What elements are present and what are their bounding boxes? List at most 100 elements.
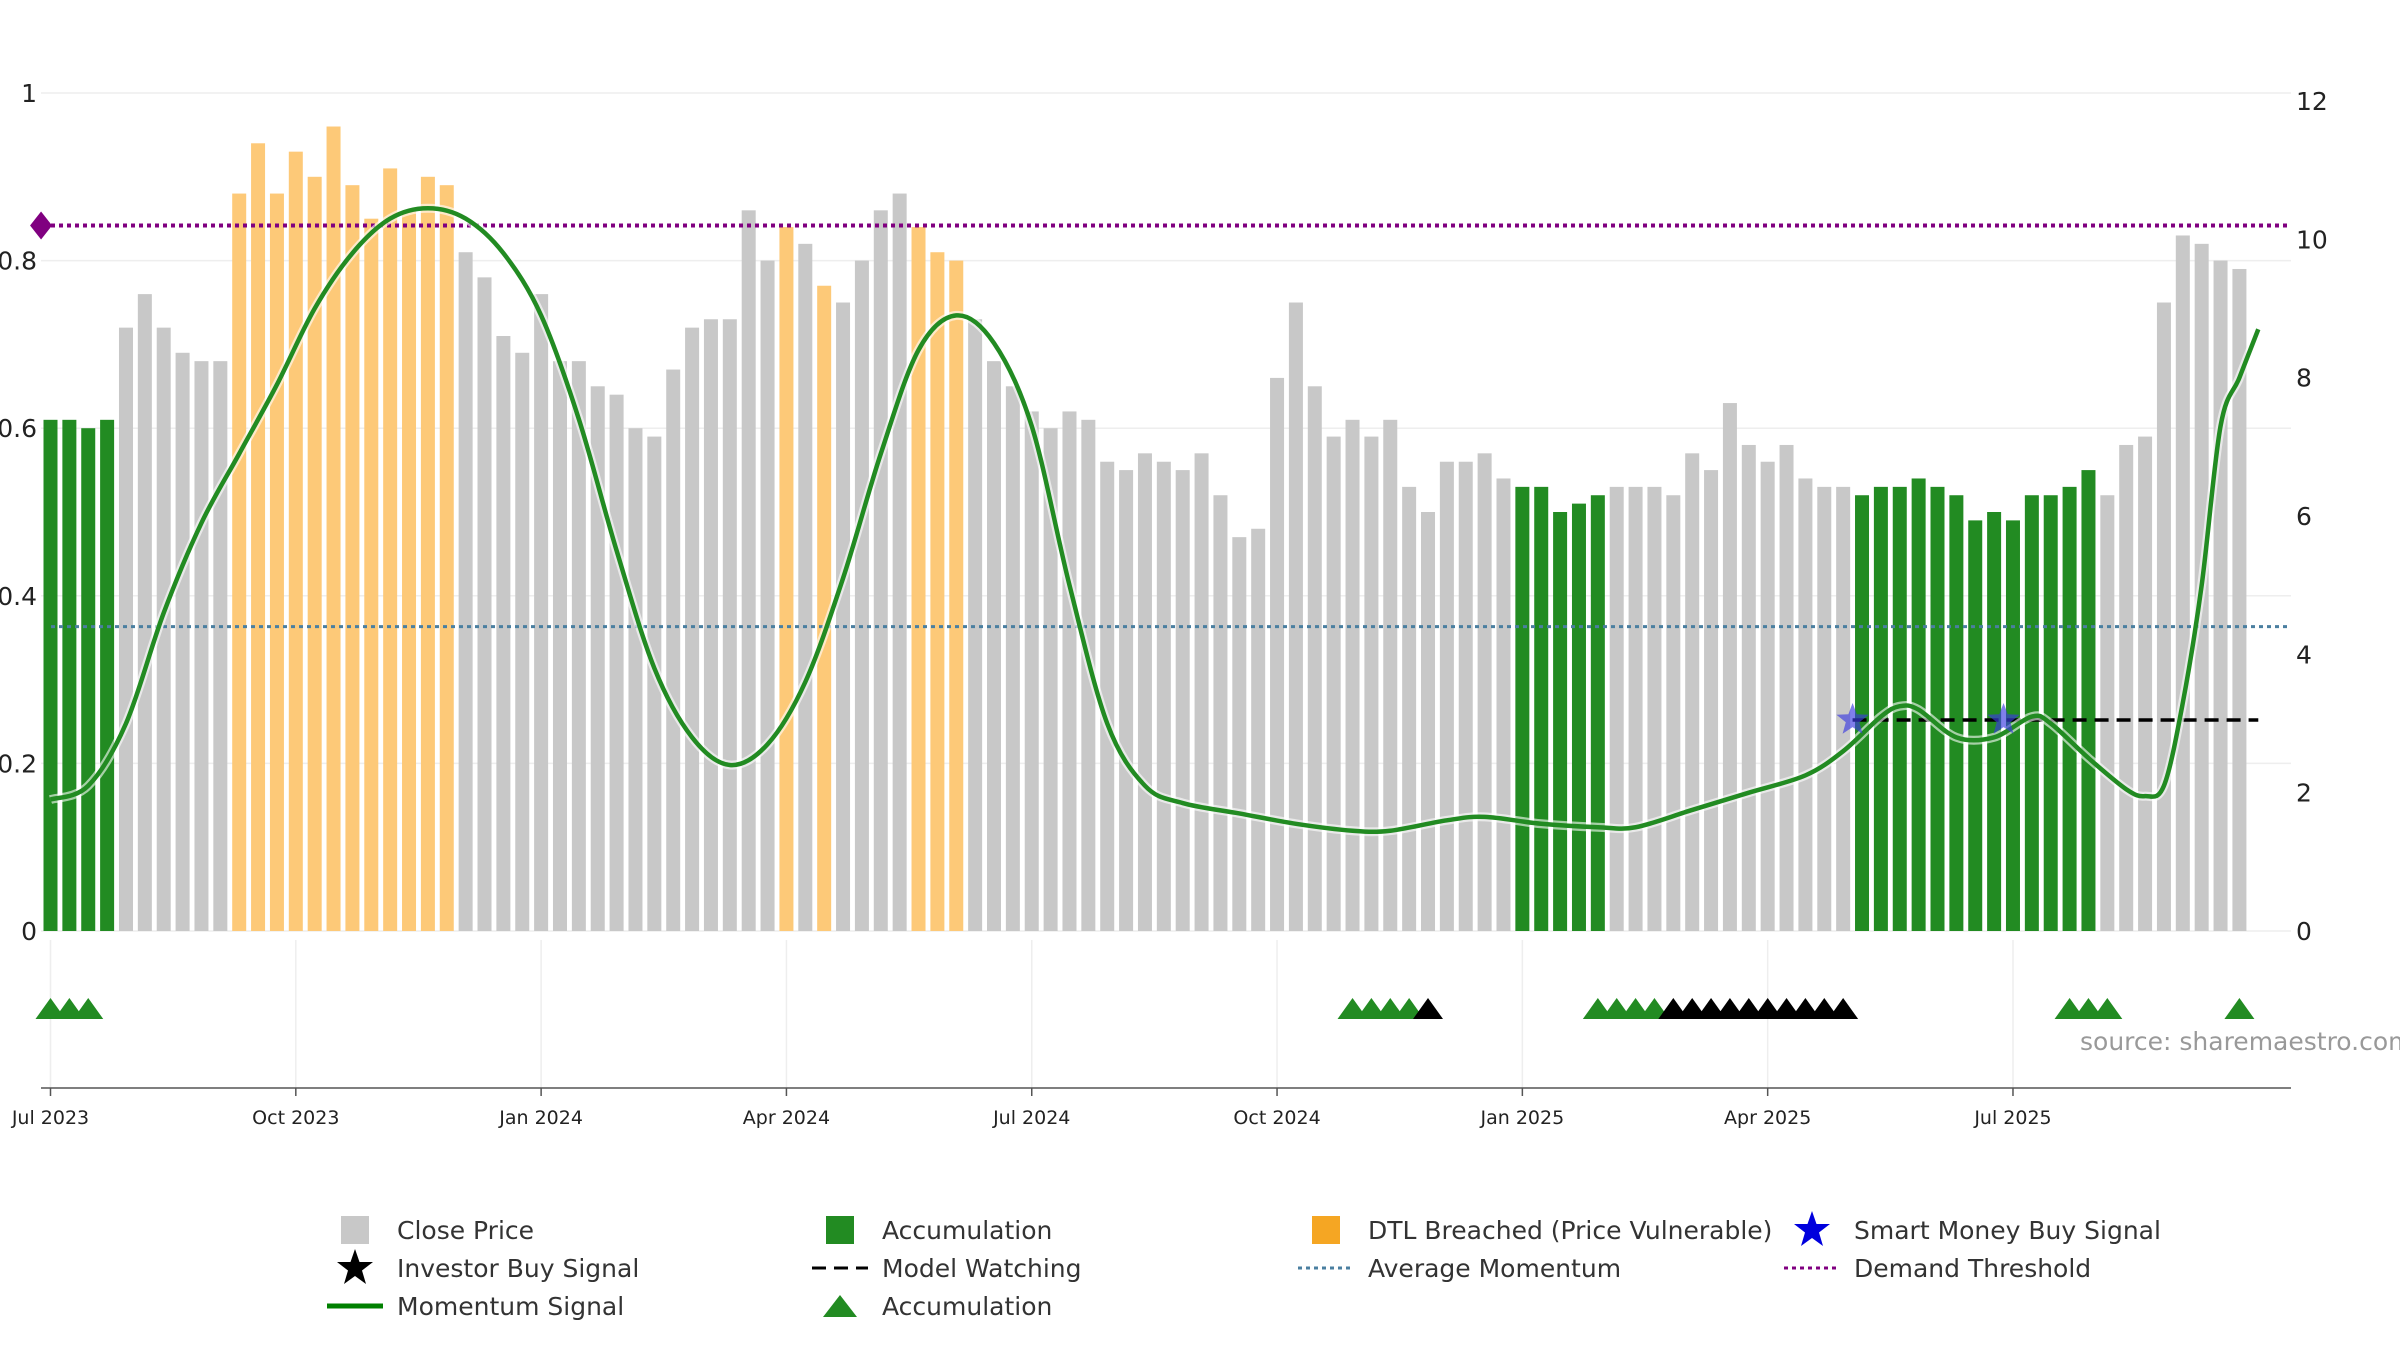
close-price-bar xyxy=(1779,444,1794,931)
investor-buy-marker xyxy=(1809,998,1840,1019)
dtl-breached-bar xyxy=(402,210,417,931)
accumulation-bar xyxy=(2043,495,2058,931)
legend-label: Close Price xyxy=(397,1215,535,1245)
close-price-swatch xyxy=(325,1212,385,1248)
close-price-bar xyxy=(1685,453,1700,931)
close-price-bar xyxy=(1100,461,1115,931)
close-price-bar xyxy=(1232,537,1247,931)
accumulation-marker xyxy=(2224,998,2255,1019)
demand-threshold-marker xyxy=(30,211,53,240)
legend-model-watching: Model Watching xyxy=(810,1250,1082,1286)
close-price-bar xyxy=(1062,411,1077,931)
close-price-bar xyxy=(156,327,171,931)
x-axis-tick-label: Jul 2024 xyxy=(992,1107,1070,1129)
legend-accumulation-marker: Accumulation xyxy=(810,1288,1052,1324)
close-price-bar xyxy=(1496,478,1511,931)
legend-accumulation: Accumulation xyxy=(810,1212,1052,1248)
close-price-bar xyxy=(609,394,624,931)
accumulation-marker xyxy=(1375,998,1406,1019)
legend: Close Price Accumulation DTL Breached (P… xyxy=(0,1211,2400,1332)
accumulation-marker xyxy=(1356,998,1387,1019)
x-axis-tick-label: Jan 2024 xyxy=(498,1107,583,1129)
accumulation-bar xyxy=(81,428,96,931)
close-price-bar xyxy=(1175,470,1190,931)
close-price-bar xyxy=(892,193,907,931)
close-price-bar xyxy=(666,369,681,931)
x-axis-tick-label: Jul 2025 xyxy=(1973,1107,2051,1129)
close-price-bar xyxy=(1383,419,1398,931)
close-price-bar xyxy=(1345,419,1360,931)
legend-dtl-breached: DTL Breached (Price Vulnerable) xyxy=(1296,1212,1772,1248)
close-price-bar xyxy=(647,436,662,931)
accumulation-bar xyxy=(2081,470,2096,931)
legend-label: Momentum Signal xyxy=(397,1291,625,1321)
price-bars xyxy=(43,126,2247,932)
close-price-bar xyxy=(1741,444,1756,931)
legend-investor-buy: Investor Buy Signal xyxy=(325,1249,640,1286)
legend-label: DTL Breached (Price Vulnerable) xyxy=(1368,1215,1773,1245)
close-price-bar xyxy=(968,319,983,931)
left-axis-tick-label: 1 xyxy=(21,79,37,108)
close-price-bar xyxy=(2175,235,2190,931)
investor-buy-marker xyxy=(1828,998,1859,1019)
dotted-line-swatch xyxy=(1782,1250,1842,1286)
close-price-bar xyxy=(703,319,718,931)
dtl-breached-bar xyxy=(288,151,303,931)
close-price-bar xyxy=(1156,461,1171,931)
dtl-breached-bar xyxy=(345,185,360,931)
close-price-bar xyxy=(1119,470,1134,931)
smart-money-buy-star xyxy=(1987,703,2020,734)
accumulation-marker xyxy=(1582,998,1613,1019)
momentum-signal-line xyxy=(49,205,2261,835)
accumulation-bar xyxy=(1553,512,1568,931)
legend-label: Smart Money Buy Signal xyxy=(1854,1215,2161,1245)
close-price-bar xyxy=(1722,403,1737,931)
left-axis-tick-label: 0 xyxy=(21,917,37,946)
x-axis-tick-label: Jan 2025 xyxy=(1480,1107,1565,1129)
dtl-breached-bar xyxy=(420,176,435,932)
close-price-bar xyxy=(571,361,586,931)
right-axis-tick-label: 4 xyxy=(2296,640,2312,669)
dtl-breached-bar xyxy=(307,176,322,932)
left-axis-tick-label: 0.6 xyxy=(0,414,37,443)
dtl-breached-bar xyxy=(911,227,926,931)
legend-label: Investor Buy Signal xyxy=(397,1253,640,1283)
close-price-bar xyxy=(1270,377,1285,931)
dtl-breached-bar xyxy=(439,185,454,931)
close-price-bar xyxy=(2232,268,2247,932)
legend-label: Accumulation xyxy=(882,1215,1053,1245)
accumulation-bar xyxy=(62,419,77,931)
close-price-bar xyxy=(1798,478,1813,931)
close-price-bar xyxy=(1194,453,1209,931)
accumulation-marker xyxy=(1601,998,1632,1019)
dashed-line-swatch xyxy=(810,1250,870,1286)
green-triangle-icon xyxy=(810,1288,870,1324)
close-price-bar xyxy=(873,210,888,931)
investor-buy-marker xyxy=(1714,998,1745,1019)
close-price-bar xyxy=(1477,453,1492,931)
accumulation-bar xyxy=(1534,486,1549,931)
accumulation-bar xyxy=(1515,486,1530,931)
right-axis-tick-label: 2 xyxy=(2296,779,2312,808)
solid-line-swatch xyxy=(325,1288,385,1324)
right-axis-tick-label: 0 xyxy=(2296,917,2312,946)
close-price-bar xyxy=(1628,486,1643,931)
close-price-bar xyxy=(137,294,152,931)
dtl-breached-bar xyxy=(269,193,284,931)
left-axis-tick-label: 0.2 xyxy=(0,749,37,778)
left-axis-tick-label: 0.4 xyxy=(0,582,37,611)
close-price-bar xyxy=(1402,486,1417,931)
close-price-bar xyxy=(1609,486,1624,931)
accumulation-bar xyxy=(1873,486,1888,931)
close-price-bar xyxy=(2138,436,2153,931)
close-price-bar xyxy=(1439,461,1454,931)
close-price-bar xyxy=(1458,461,1473,931)
dtl-breached-bar xyxy=(930,252,945,932)
dtl-breached-bar xyxy=(364,218,379,931)
close-price-bar xyxy=(515,352,530,931)
accumulation-bar xyxy=(2062,486,2077,931)
smart-money-buy-star xyxy=(1836,703,1869,734)
indicator-lines xyxy=(30,203,2291,837)
close-price-bar xyxy=(458,252,473,932)
